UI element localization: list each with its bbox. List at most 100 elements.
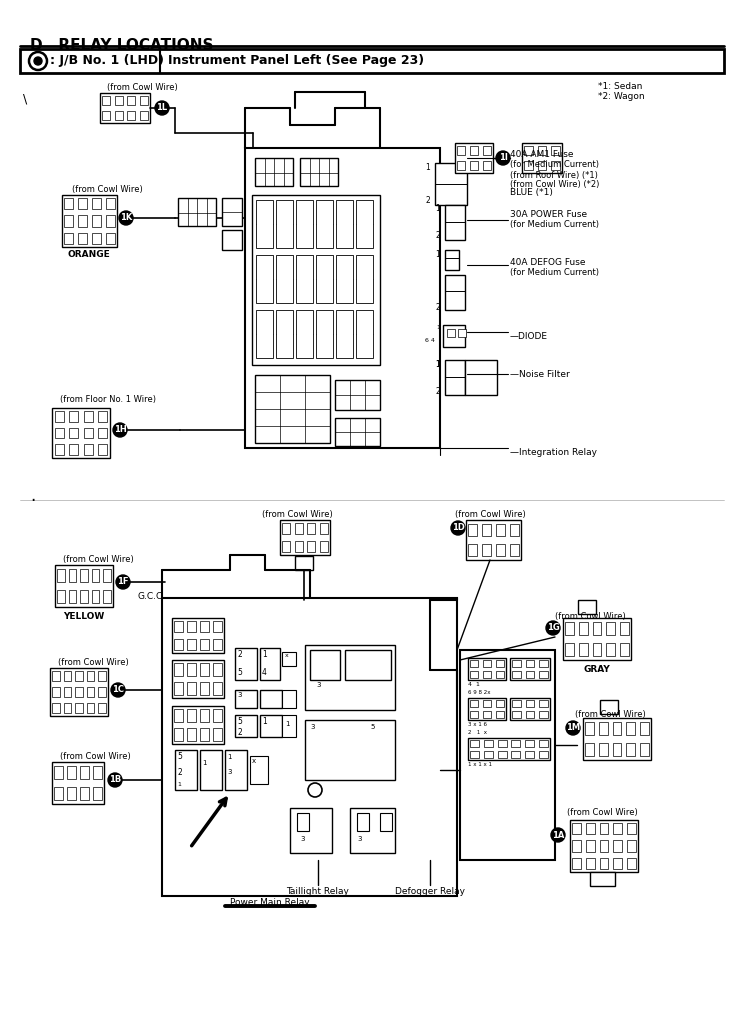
Bar xyxy=(612,722,621,735)
Bar xyxy=(483,671,491,678)
Text: 1A: 1A xyxy=(552,830,564,840)
Bar xyxy=(256,255,273,303)
Bar xyxy=(498,751,507,758)
Text: (from Cowl Wire): (from Cowl Wire) xyxy=(72,185,143,194)
Text: 2   1  x: 2 1 x xyxy=(468,730,487,735)
Circle shape xyxy=(116,575,130,589)
Text: 1: 1 xyxy=(436,325,440,330)
Bar xyxy=(80,590,88,603)
Text: 3: 3 xyxy=(316,682,321,688)
Bar xyxy=(613,841,622,852)
Text: 1F: 1F xyxy=(118,578,129,587)
Bar xyxy=(455,143,493,173)
Bar xyxy=(92,568,99,583)
Bar xyxy=(83,444,93,455)
Bar xyxy=(470,740,479,748)
Bar xyxy=(98,444,107,455)
Bar xyxy=(200,682,208,694)
Bar xyxy=(87,702,94,713)
Bar xyxy=(526,700,534,707)
Bar xyxy=(200,664,208,676)
Bar xyxy=(214,682,222,694)
Text: 1: 1 xyxy=(435,250,440,259)
Bar xyxy=(310,650,340,680)
Text: 3: 3 xyxy=(227,769,231,775)
Bar xyxy=(296,310,313,358)
Bar xyxy=(570,820,638,872)
Bar xyxy=(345,650,391,680)
Text: 1: 1 xyxy=(426,163,430,172)
Bar xyxy=(640,722,649,735)
Text: 3: 3 xyxy=(357,836,362,842)
Bar xyxy=(640,742,649,756)
Text: —Integration Relay: —Integration Relay xyxy=(510,449,597,457)
Text: 1G: 1G xyxy=(547,624,559,633)
Bar xyxy=(245,148,440,449)
Text: 1: 1 xyxy=(285,721,289,727)
Text: (from Cowl Wire) (*2): (from Cowl Wire) (*2) xyxy=(510,180,600,189)
Bar xyxy=(62,195,117,247)
Text: 1K: 1K xyxy=(120,213,132,222)
Text: 5: 5 xyxy=(237,717,242,726)
Text: (from Cowl Wire): (from Cowl Wire) xyxy=(455,510,525,519)
Text: 2: 2 xyxy=(435,303,440,312)
Bar xyxy=(316,255,333,303)
Bar xyxy=(612,742,621,756)
Bar xyxy=(106,232,115,244)
Bar xyxy=(627,823,635,835)
Bar xyxy=(65,232,73,244)
Bar xyxy=(106,198,115,209)
Bar xyxy=(482,544,491,556)
Bar xyxy=(225,750,247,790)
Bar xyxy=(513,711,521,718)
Bar xyxy=(620,622,629,635)
Bar xyxy=(162,598,457,896)
Bar xyxy=(526,660,534,667)
Text: 1: 1 xyxy=(262,650,267,659)
Text: 5: 5 xyxy=(177,752,182,761)
Bar xyxy=(316,310,333,358)
Bar xyxy=(510,544,519,556)
Text: (from Cowl Wire): (from Cowl Wire) xyxy=(567,808,638,817)
Text: (for Medium Current): (for Medium Current) xyxy=(510,220,599,229)
Bar xyxy=(586,722,594,735)
Text: (from Cowl Wire): (from Cowl Wire) xyxy=(63,555,134,564)
Bar xyxy=(187,710,196,722)
Bar xyxy=(335,418,380,446)
Bar xyxy=(563,618,631,660)
Bar xyxy=(356,255,373,303)
Circle shape xyxy=(113,423,127,437)
Bar xyxy=(252,195,380,365)
Circle shape xyxy=(34,57,42,65)
Bar xyxy=(336,310,353,358)
Bar xyxy=(525,161,533,170)
Bar xyxy=(98,411,107,422)
Bar xyxy=(565,643,574,656)
Bar xyxy=(458,329,466,337)
Bar xyxy=(83,411,93,422)
Text: x: x xyxy=(285,653,289,658)
Bar xyxy=(187,682,196,694)
Text: (from Cowl Wire): (from Cowl Wire) xyxy=(554,612,626,621)
Bar xyxy=(178,198,216,226)
Text: 1L: 1L xyxy=(156,103,167,113)
Text: —Noise Filter: —Noise Filter xyxy=(510,370,570,379)
Bar xyxy=(54,786,62,800)
Bar xyxy=(103,590,111,603)
Bar xyxy=(593,643,601,656)
Bar xyxy=(235,715,257,737)
Text: —DIODE: —DIODE xyxy=(510,332,548,341)
Bar xyxy=(356,310,373,358)
Text: (from Cowl Wire): (from Cowl Wire) xyxy=(60,752,131,761)
Bar xyxy=(513,700,521,707)
Bar xyxy=(276,310,293,358)
Bar xyxy=(469,523,477,537)
Bar xyxy=(295,541,303,552)
Bar xyxy=(115,111,123,120)
Bar xyxy=(484,751,493,758)
Bar xyxy=(526,671,534,678)
Bar xyxy=(98,428,107,438)
Bar xyxy=(187,728,196,740)
Bar xyxy=(356,200,373,248)
Bar xyxy=(127,95,135,105)
